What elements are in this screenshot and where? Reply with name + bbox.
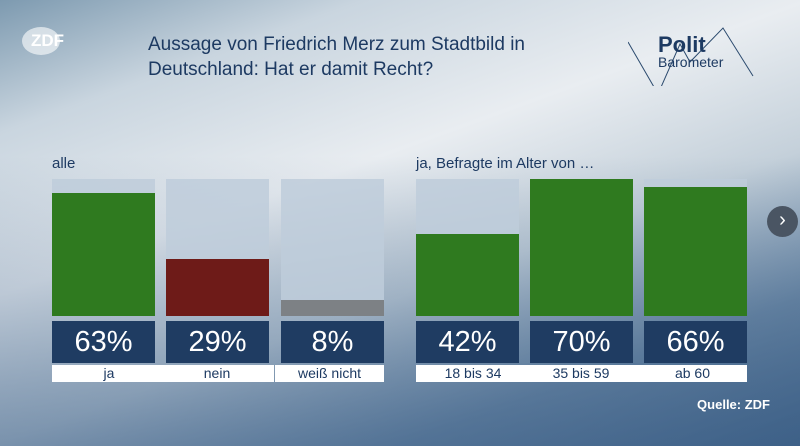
brand-line1: Polit bbox=[658, 32, 706, 57]
bar-track bbox=[52, 179, 155, 316]
value-label: 63% bbox=[52, 321, 155, 363]
bar bbox=[52, 192, 155, 316]
bar-track bbox=[281, 179, 384, 316]
bar bbox=[281, 300, 384, 316]
bar-track bbox=[644, 179, 747, 316]
category-label: ja bbox=[52, 365, 166, 382]
value-label: 70% bbox=[530, 321, 633, 363]
value-label: 66% bbox=[644, 321, 747, 363]
value-label: 29% bbox=[166, 321, 269, 363]
chart-title: Aussage von Friedrich Merz zum Stadtbild… bbox=[148, 34, 525, 80]
bar-track bbox=[530, 179, 633, 316]
next-arrow-button[interactable]: › bbox=[767, 206, 798, 237]
bar bbox=[416, 233, 519, 316]
source-note: Quelle: ZDF bbox=[697, 397, 770, 412]
value-label: 42% bbox=[416, 321, 519, 363]
bar-track bbox=[416, 179, 519, 316]
bar-track bbox=[166, 179, 269, 316]
chevron-right-icon: › bbox=[779, 209, 786, 231]
brand-line2: Barometer bbox=[658, 54, 724, 70]
category-label: nein bbox=[160, 365, 274, 382]
category-label: ab 60 bbox=[638, 365, 747, 382]
bar bbox=[644, 186, 747, 316]
bar bbox=[530, 179, 633, 316]
group-label-all: alle bbox=[52, 155, 76, 172]
zdf-logo: ZDF bbox=[22, 27, 64, 55]
group-label-age: ja, Befragte im Alter von … bbox=[416, 155, 595, 172]
value-label: 8% bbox=[281, 321, 384, 363]
category-label: 35 bis 59 bbox=[524, 365, 638, 382]
category-label: weiß nicht bbox=[275, 365, 384, 382]
bar bbox=[166, 259, 269, 316]
politbarometer-logo: Polit Barometer bbox=[627, 26, 758, 96]
category-label: 18 bis 34 bbox=[416, 365, 530, 382]
